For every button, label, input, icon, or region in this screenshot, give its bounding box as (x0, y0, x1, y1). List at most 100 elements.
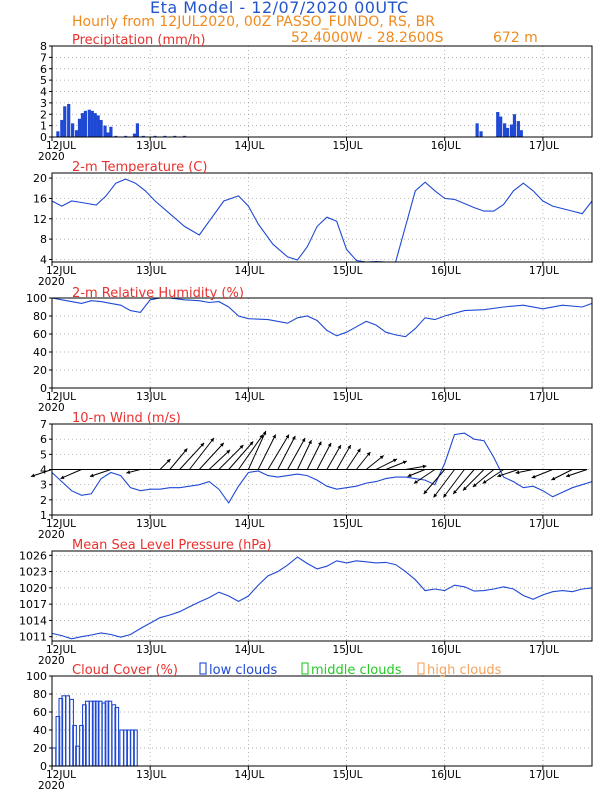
precip-bar (163, 135, 167, 137)
precip-bar (475, 123, 479, 137)
wind-vector (169, 448, 188, 470)
wind-vector (316, 442, 332, 470)
low-cloud-bar (75, 745, 80, 767)
legend-swatch (417, 662, 425, 675)
year-label: 2020 (38, 402, 65, 414)
xtick-label: 17JUL (529, 391, 559, 403)
precip-bar (83, 110, 87, 137)
ytick-label: 1026 (19, 549, 47, 562)
ytick-label: 40 (33, 724, 47, 737)
xtick-label: 15JUL (333, 140, 363, 152)
xtick-label: 15JUL (333, 769, 363, 781)
xtick-label: 15JUL (333, 644, 363, 656)
low-cloud-bar (133, 729, 138, 767)
wind-vector (551, 469, 573, 481)
precip-bar (63, 106, 67, 137)
precip-bar (135, 123, 140, 137)
wind-vector (472, 469, 495, 488)
ytick-label: 7 (40, 418, 47, 431)
wind-vector (297, 439, 312, 470)
ytick-label: 3 (40, 97, 47, 110)
ytick-label: 4 (40, 464, 47, 477)
cloud-legend: low clouds middle clouds high clouds (199, 662, 502, 678)
ytick-label: 1017 (19, 598, 47, 611)
precip-bar (74, 130, 79, 137)
series-precip (56, 104, 523, 137)
ytick-label: 8 (40, 40, 47, 53)
ytick-label: 1023 (19, 566, 47, 579)
precip-bar (109, 126, 113, 137)
wind-vector (247, 430, 267, 470)
precip-bar (503, 123, 507, 137)
wind-vector (442, 469, 465, 498)
precip-bar (90, 110, 94, 137)
ytick-label: 80 (33, 688, 47, 701)
precip-bar (519, 130, 523, 137)
wind-vector (287, 437, 306, 470)
ytick-label: 60 (33, 706, 47, 719)
xtick-label: 14JUL (234, 518, 264, 530)
wind-vector (515, 469, 534, 475)
panel-temp: 4 8 12 16 20 12JUL 13JUL 14JUL 15JUL 16JUL 17JUL 20… (33, 160, 593, 288)
rh-line (51, 297, 593, 338)
xtick-label: 13JUL (136, 518, 166, 530)
wind-vector (336, 444, 352, 470)
precip-bar (479, 131, 483, 137)
xtick-label: 16JUL (431, 769, 461, 781)
ytick-label: 20 (33, 742, 47, 755)
xtick-label: 16JUL (431, 518, 461, 530)
wind-vector (30, 469, 53, 478)
wind-vector (346, 448, 361, 470)
year-label: 2020 (38, 151, 65, 163)
low-cloud-bar (65, 695, 71, 767)
precip-bar (499, 116, 503, 137)
xtick-label: 12JUL (46, 644, 76, 656)
series-cloud (51, 695, 138, 767)
precip-bar (496, 111, 500, 137)
series-rh (51, 297, 593, 338)
ytick-label: 4 (40, 253, 47, 266)
panel-title: Cloud Cover (%) (72, 663, 178, 678)
wind-vector (267, 434, 290, 470)
xtick-label: 13JUL (136, 769, 166, 781)
panel-cloud: 0 20 40 60 80 100 12JUL 13JUL 14JUL 15JUL 16JUL 17J… (26, 662, 593, 792)
wind-vector (238, 434, 264, 470)
precip-bar (103, 125, 107, 137)
xtick-label: 13JUL (136, 265, 166, 277)
wind-vector (385, 460, 408, 470)
xtick-label: 12JUL (46, 140, 76, 152)
low-cloud-bar (51, 747, 57, 767)
precip-bar (80, 113, 85, 137)
xtick-label: 16JUL (431, 265, 461, 277)
ytick-label: 16 (33, 192, 47, 205)
precip-bar (516, 121, 520, 137)
year-label: 2020 (38, 276, 65, 288)
xtick-label: 17JUL (529, 140, 559, 152)
precip-bar (93, 113, 97, 137)
xtick-label: 13JUL (136, 140, 166, 152)
wind-vector (277, 435, 296, 470)
xtick-label: 17JUL (529, 518, 559, 530)
mslp-line (51, 556, 593, 640)
xtick-label: 14JUL (234, 140, 264, 152)
wind-vector (326, 444, 342, 470)
series-temp (51, 178, 593, 263)
wind-vector (462, 469, 485, 491)
ytick-label: 1020 (19, 582, 47, 595)
precip-bar (182, 135, 187, 137)
low-cloud-bar (61, 695, 67, 767)
series-wind (30, 430, 593, 504)
plot-frame (51, 297, 593, 389)
model-title: Eta Model - 12/07/2020 00UTC (150, 0, 409, 17)
ytick-label: 8 (40, 233, 47, 246)
legend-swatch (199, 662, 207, 675)
wind-vector (375, 458, 398, 470)
wind-vector (126, 469, 141, 475)
wind-vector (482, 469, 504, 484)
ytick-label: 12 (33, 213, 47, 226)
panel-title: 2-m Relative Humidity (%) (72, 286, 244, 301)
precip-bar (77, 118, 82, 137)
low-cloud-bar (84, 700, 90, 767)
series-mslp (51, 556, 593, 640)
panel-title: 2-m Temperature (C) (72, 160, 207, 175)
